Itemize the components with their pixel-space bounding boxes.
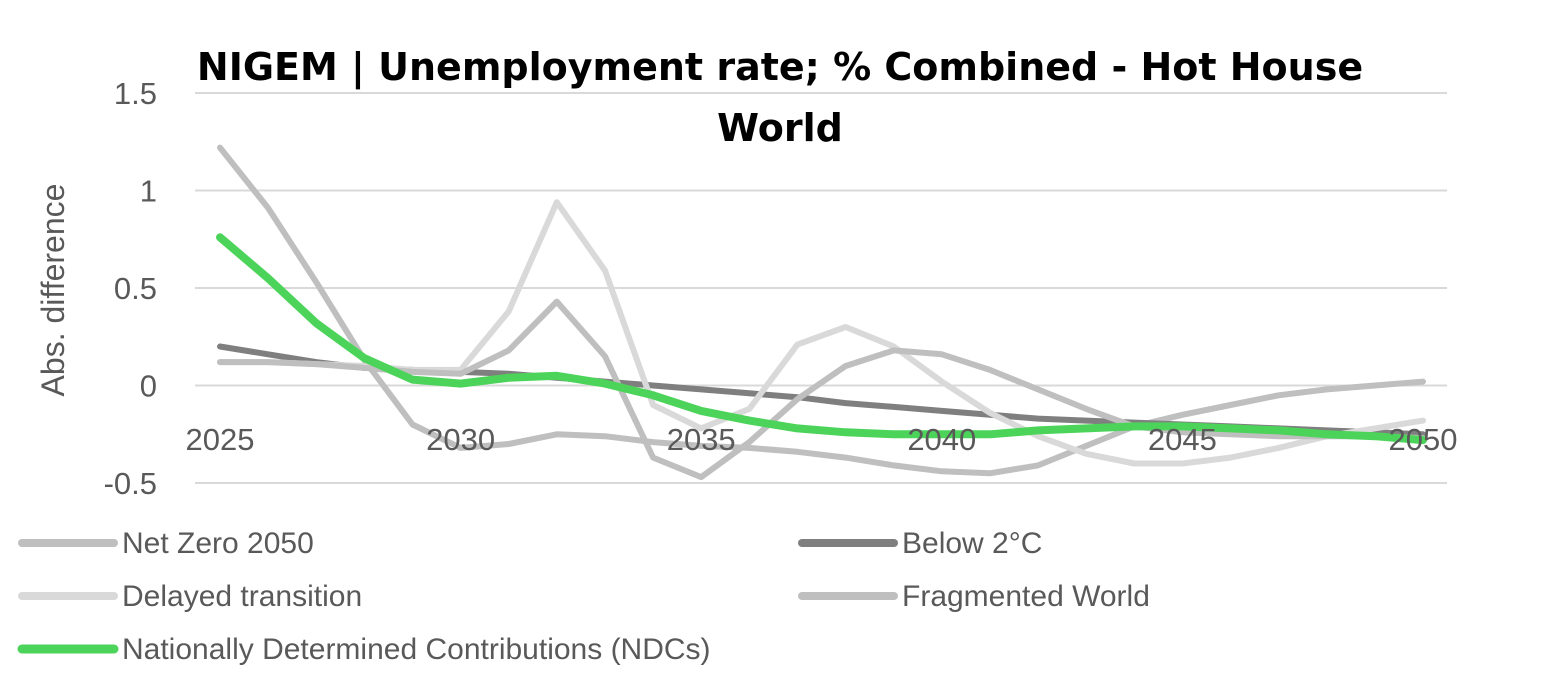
chart-title-line-1: NIGEM | Unemployment rate; % Combined - … [197,45,1363,90]
series-line-4 [217,298,1426,481]
x-axis-ticks: 2025 2030 2035 2040 2045 2050 [186,422,1458,457]
y-tick-label: 1 [140,174,157,209]
legend-label-5: Nationally Determined Contributions (NDC… [122,633,711,666]
legend-label-1: Net Zero 2050 [122,527,314,560]
gridlines [195,92,1447,484]
y-axis-label: Abs. difference [35,184,71,397]
x-tick-label: 2025 [186,422,255,457]
legend-label-3: Delayed transition [122,580,362,613]
x-tick-label: 2035 [667,422,736,457]
y-axis-ticks: 1.5 1 0.5 0 -0.5 [104,76,157,501]
x-tick-label: 2040 [907,422,976,457]
y-tick-label: 1.5 [114,76,157,111]
legend-label-2: Below 2°C [902,527,1042,560]
y-tick-label: -0.5 [104,466,157,501]
y-tick-label: 0 [140,369,157,404]
x-tick-label: 2030 [426,422,495,457]
series-line-1 [217,144,1426,477]
y-tick-label: 0.5 [114,271,157,306]
series-lines [216,144,1427,481]
series-line-2 [217,343,1426,438]
x-tick-label: 2050 [1389,422,1458,457]
legend-label-4: Fragmented World [902,580,1150,613]
series-line-5 [216,233,1427,445]
x-tick-label: 2045 [1148,422,1217,457]
chart-title-line-2: World [717,106,843,150]
legend: Net Zero 2050 Below 2°C Delayed transition… [17,527,1150,666]
